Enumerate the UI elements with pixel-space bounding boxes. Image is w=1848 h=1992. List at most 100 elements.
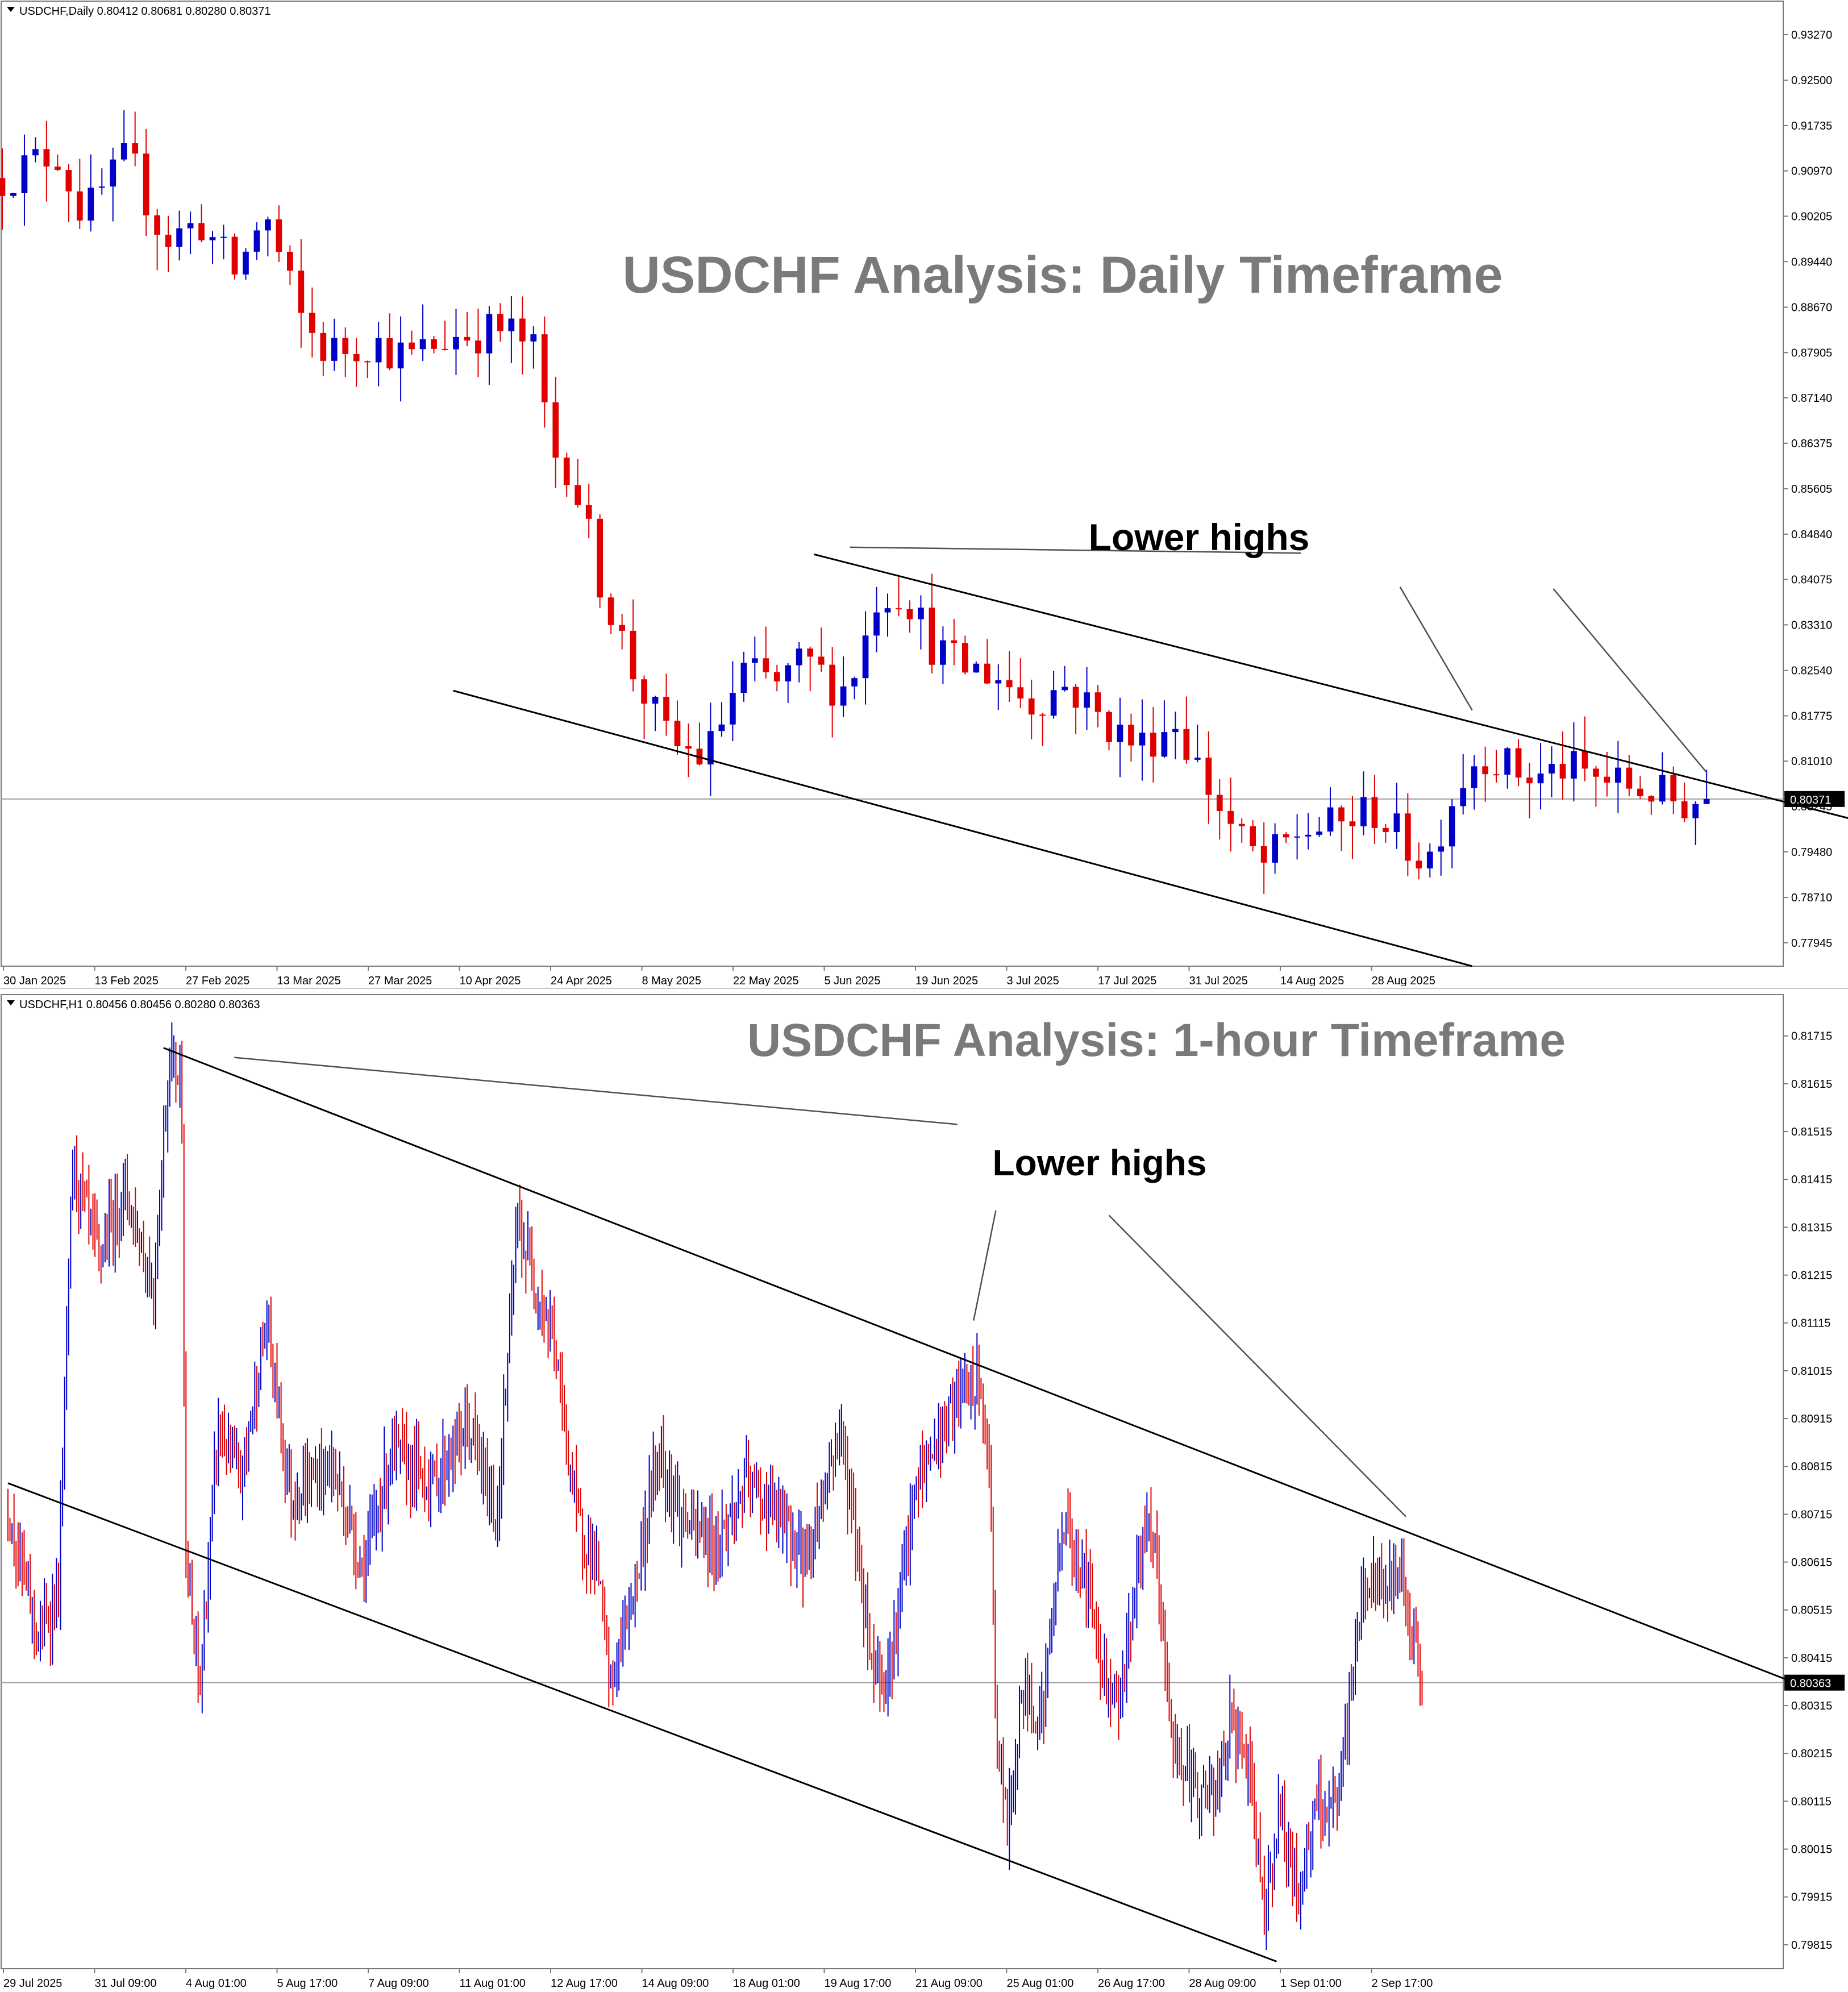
candle-body: [730, 693, 736, 725]
candle-body: [375, 338, 382, 363]
candle-body: [231, 236, 238, 275]
candle-body: [1327, 807, 1334, 832]
candle-body: [896, 608, 902, 610]
x-tick-label: 17 Jul 2025: [1098, 975, 1156, 986]
annotation-pointer-line: [850, 546, 1301, 554]
candle-body: [597, 518, 603, 598]
candle-body: [1150, 733, 1156, 757]
candle-body: [1062, 687, 1068, 691]
candle-body: [309, 313, 315, 333]
x-tick-label: 12 Aug 17:00: [551, 1977, 618, 1989]
candle-body: [541, 334, 548, 402]
candle-body: [1006, 680, 1013, 688]
candle-body: [1526, 777, 1533, 784]
candle-body: [1205, 758, 1212, 795]
x-tick-label: 25 Aug 01:00: [1007, 1977, 1074, 1989]
candle-body: [685, 746, 692, 749]
candle-body: [1549, 764, 1555, 774]
x-tick-label: 22 May 2025: [733, 975, 799, 986]
candle-body: [1371, 797, 1378, 828]
candle-body: [929, 608, 935, 665]
candle-body: [619, 625, 625, 631]
candle-body: [884, 608, 891, 613]
candle-body: [1106, 712, 1112, 742]
candle-body: [43, 149, 50, 167]
candle-body: [110, 159, 116, 187]
chart-title: USDCHF Analysis: Daily Timeframe: [622, 246, 1502, 304]
candle-body: [1250, 826, 1256, 846]
candle-body: [1216, 795, 1223, 811]
trendline-lower-channel: [453, 689, 1472, 967]
annotation-label: Lower highs: [1089, 516, 1310, 558]
candle-body: [1316, 831, 1322, 835]
y-tick-label: 0.87905: [1791, 347, 1832, 359]
candle-body: [176, 228, 182, 247]
candle-body: [1383, 827, 1389, 833]
dropdown-icon: [7, 1000, 15, 1005]
candle-body: [973, 663, 980, 673]
candle-body: [431, 339, 437, 349]
candle-body: [453, 336, 459, 350]
y-tick-label: 0.89440: [1791, 256, 1832, 268]
y-tick-label: 0.81315: [1791, 1221, 1832, 1234]
candle-body: [984, 663, 990, 684]
candle-body: [220, 236, 227, 238]
y-tick-label: 0.80515: [1791, 1604, 1832, 1617]
candle-body: [55, 167, 61, 170]
candle-body: [773, 672, 780, 682]
candle-body: [508, 318, 515, 331]
annotation-pointer-line: [1553, 588, 1708, 773]
candle-body: [120, 143, 127, 160]
candle-body: [10, 193, 16, 196]
candle-body: [674, 721, 681, 747]
candle-body: [409, 342, 415, 350]
candle-body: [486, 314, 493, 354]
candle-body: [707, 731, 714, 765]
x-tick-label: 31 Jul 09:00: [95, 1977, 157, 1989]
x-tick-label: 10 Apr 2025: [460, 975, 521, 986]
x-tick-label: 28 Aug 2025: [1372, 975, 1435, 986]
x-tick-label: 3 Jul 2025: [1007, 975, 1059, 986]
current-price-label: 0.80371: [1790, 794, 1831, 806]
x-tick-label: 27 Feb 2025: [186, 975, 249, 986]
candle-body: [740, 663, 747, 693]
candle-body: [1172, 729, 1179, 733]
candle-body: [1593, 768, 1599, 777]
candle-body: [1681, 801, 1688, 818]
candle-body: [0, 178, 6, 196]
candle-body: [286, 251, 293, 271]
y-tick-label: 0.81010: [1791, 755, 1832, 768]
x-tick-label: 28 Aug 09:00: [1189, 1977, 1256, 1989]
candle-body: [995, 680, 1002, 684]
candle-body: [840, 686, 847, 706]
candle-body: [563, 458, 570, 485]
current-price-label: 0.80363: [1790, 1678, 1831, 1690]
x-tick-label: 5 Jun 2025: [825, 975, 881, 986]
candle-body: [1183, 729, 1190, 760]
y-tick-label: 0.80615: [1791, 1557, 1832, 1569]
annotation-pointer-line: [1399, 587, 1473, 711]
candle-body: [1050, 690, 1057, 716]
x-tick-label: 7 Aug 09:00: [368, 1977, 429, 1989]
x-tick-label: 13 Mar 2025: [277, 975, 341, 986]
candle-body: [1703, 799, 1710, 804]
candle-body: [1449, 806, 1455, 847]
candle-body: [1581, 751, 1588, 769]
y-tick-label: 0.81715: [1791, 1030, 1832, 1043]
candle-body: [265, 219, 271, 231]
trendline-upper-channel: [813, 553, 1848, 819]
y-tick-label: 0.80115: [1791, 1795, 1832, 1808]
y-tick-label: 0.78710: [1791, 892, 1832, 904]
candle-body: [1283, 834, 1289, 838]
candle-body: [1659, 775, 1666, 802]
candle-body: [475, 340, 481, 354]
candle-body: [1072, 687, 1079, 708]
y-tick-label: 0.80015: [1791, 1844, 1832, 1856]
candle-body: [1227, 810, 1234, 824]
candle-body: [154, 215, 161, 235]
candle-body: [1615, 767, 1621, 783]
candle-body: [1194, 758, 1201, 760]
candle-body: [32, 149, 39, 156]
y-tick-label: 0.91735: [1791, 120, 1832, 132]
candle-body: [630, 630, 636, 680]
